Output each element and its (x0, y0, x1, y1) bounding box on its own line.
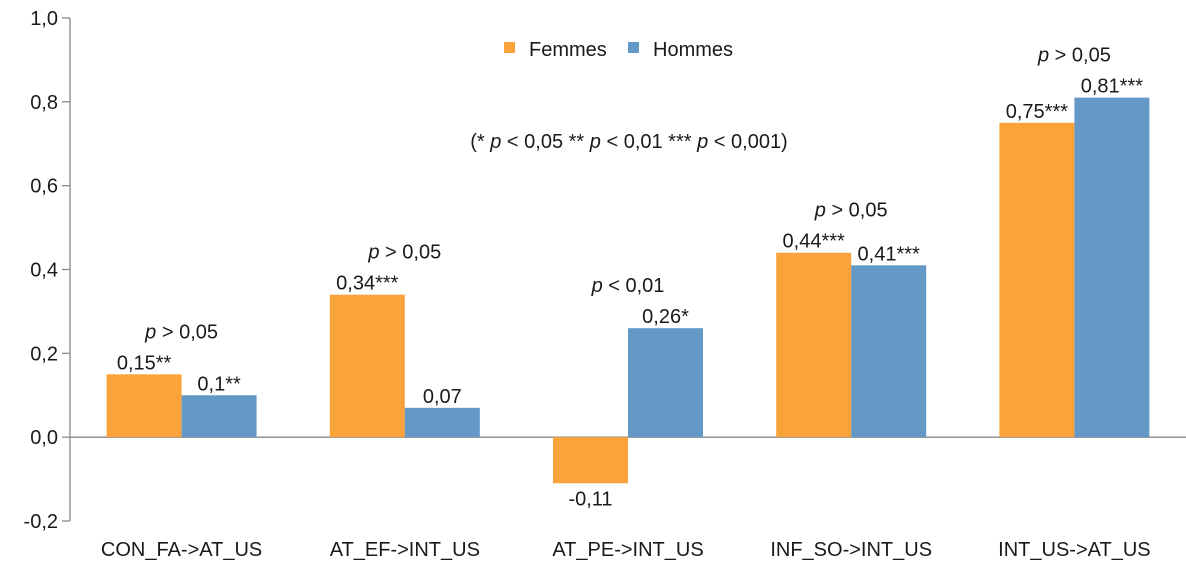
y-tick-label: 0,2 (30, 343, 58, 365)
data-labels: 0,15** 0,1** p > 0,05 0,34*** 0,07 p > 0,05 -0… (117, 45, 1143, 511)
p-value-annotation: p > 0,05 (144, 321, 218, 343)
bar-hommes (404, 407, 480, 438)
bar-femmes (106, 374, 182, 438)
p-value-annotation: p > 0,05 (814, 200, 888, 222)
bar-hommes (628, 328, 703, 438)
legend: Femmes Hommes (504, 39, 733, 61)
data-label: 0,81*** (1081, 76, 1143, 98)
x-tick-label: AT_PE->INT_US (552, 539, 703, 561)
legend-swatch-hommes (628, 42, 639, 53)
bar-femmes (999, 122, 1075, 438)
p-value-annotation: p < 0,01 (591, 275, 665, 297)
x-tick-label: AT_EF->INT_US (330, 539, 480, 561)
bar-hommes (1074, 97, 1150, 438)
bar-femmes (329, 294, 405, 438)
data-label: 0,26* (642, 306, 689, 328)
bar-femmes (553, 437, 628, 484)
legend-swatch-femmes (504, 42, 515, 53)
legend-label-femmes: Femmes (529, 39, 607, 61)
x-tick-label: CON_FA->AT_US (101, 539, 262, 561)
x-tick-label: INT_US->AT_US (998, 539, 1150, 561)
bar-femmes (776, 252, 852, 438)
x-tick-label: INF_SO->INT_US (770, 539, 932, 561)
legend-label-hommes: Hommes (653, 39, 733, 61)
significance-note: (* p < 0,05 ** p < 0,01 *** p < 0,001) (470, 131, 787, 153)
y-tick-label: 0,6 (30, 176, 58, 198)
y-tick-label: 0,0 (30, 427, 58, 449)
bars (106, 97, 1150, 484)
data-label: 0,15** (117, 352, 172, 374)
p-value-annotation: p > 0,05 (367, 242, 441, 264)
data-label: 0,1** (197, 373, 241, 395)
data-label: 0,41*** (858, 243, 920, 265)
axes: -0,2 0,0 0,2 0,4 0,6 0,8 1,0 CON_FA->AT_US AT_EF… (24, 8, 1186, 561)
y-tick-label: 0,8 (30, 92, 58, 114)
bar-hommes (851, 265, 927, 438)
data-label: -0,11 (568, 488, 612, 510)
bar-hommes (181, 395, 257, 438)
p-value-annotation: p > 0,05 (1037, 45, 1111, 67)
data-label: 0,75*** (1006, 101, 1068, 123)
y-tick-label: 0,4 (30, 260, 58, 282)
y-tick-label: -0,2 (24, 511, 58, 533)
data-label: 0,34*** (336, 273, 398, 295)
data-label: 0,07 (423, 386, 462, 408)
data-label: 0,44*** (783, 231, 845, 253)
y-tick-label: 1,0 (30, 8, 58, 30)
